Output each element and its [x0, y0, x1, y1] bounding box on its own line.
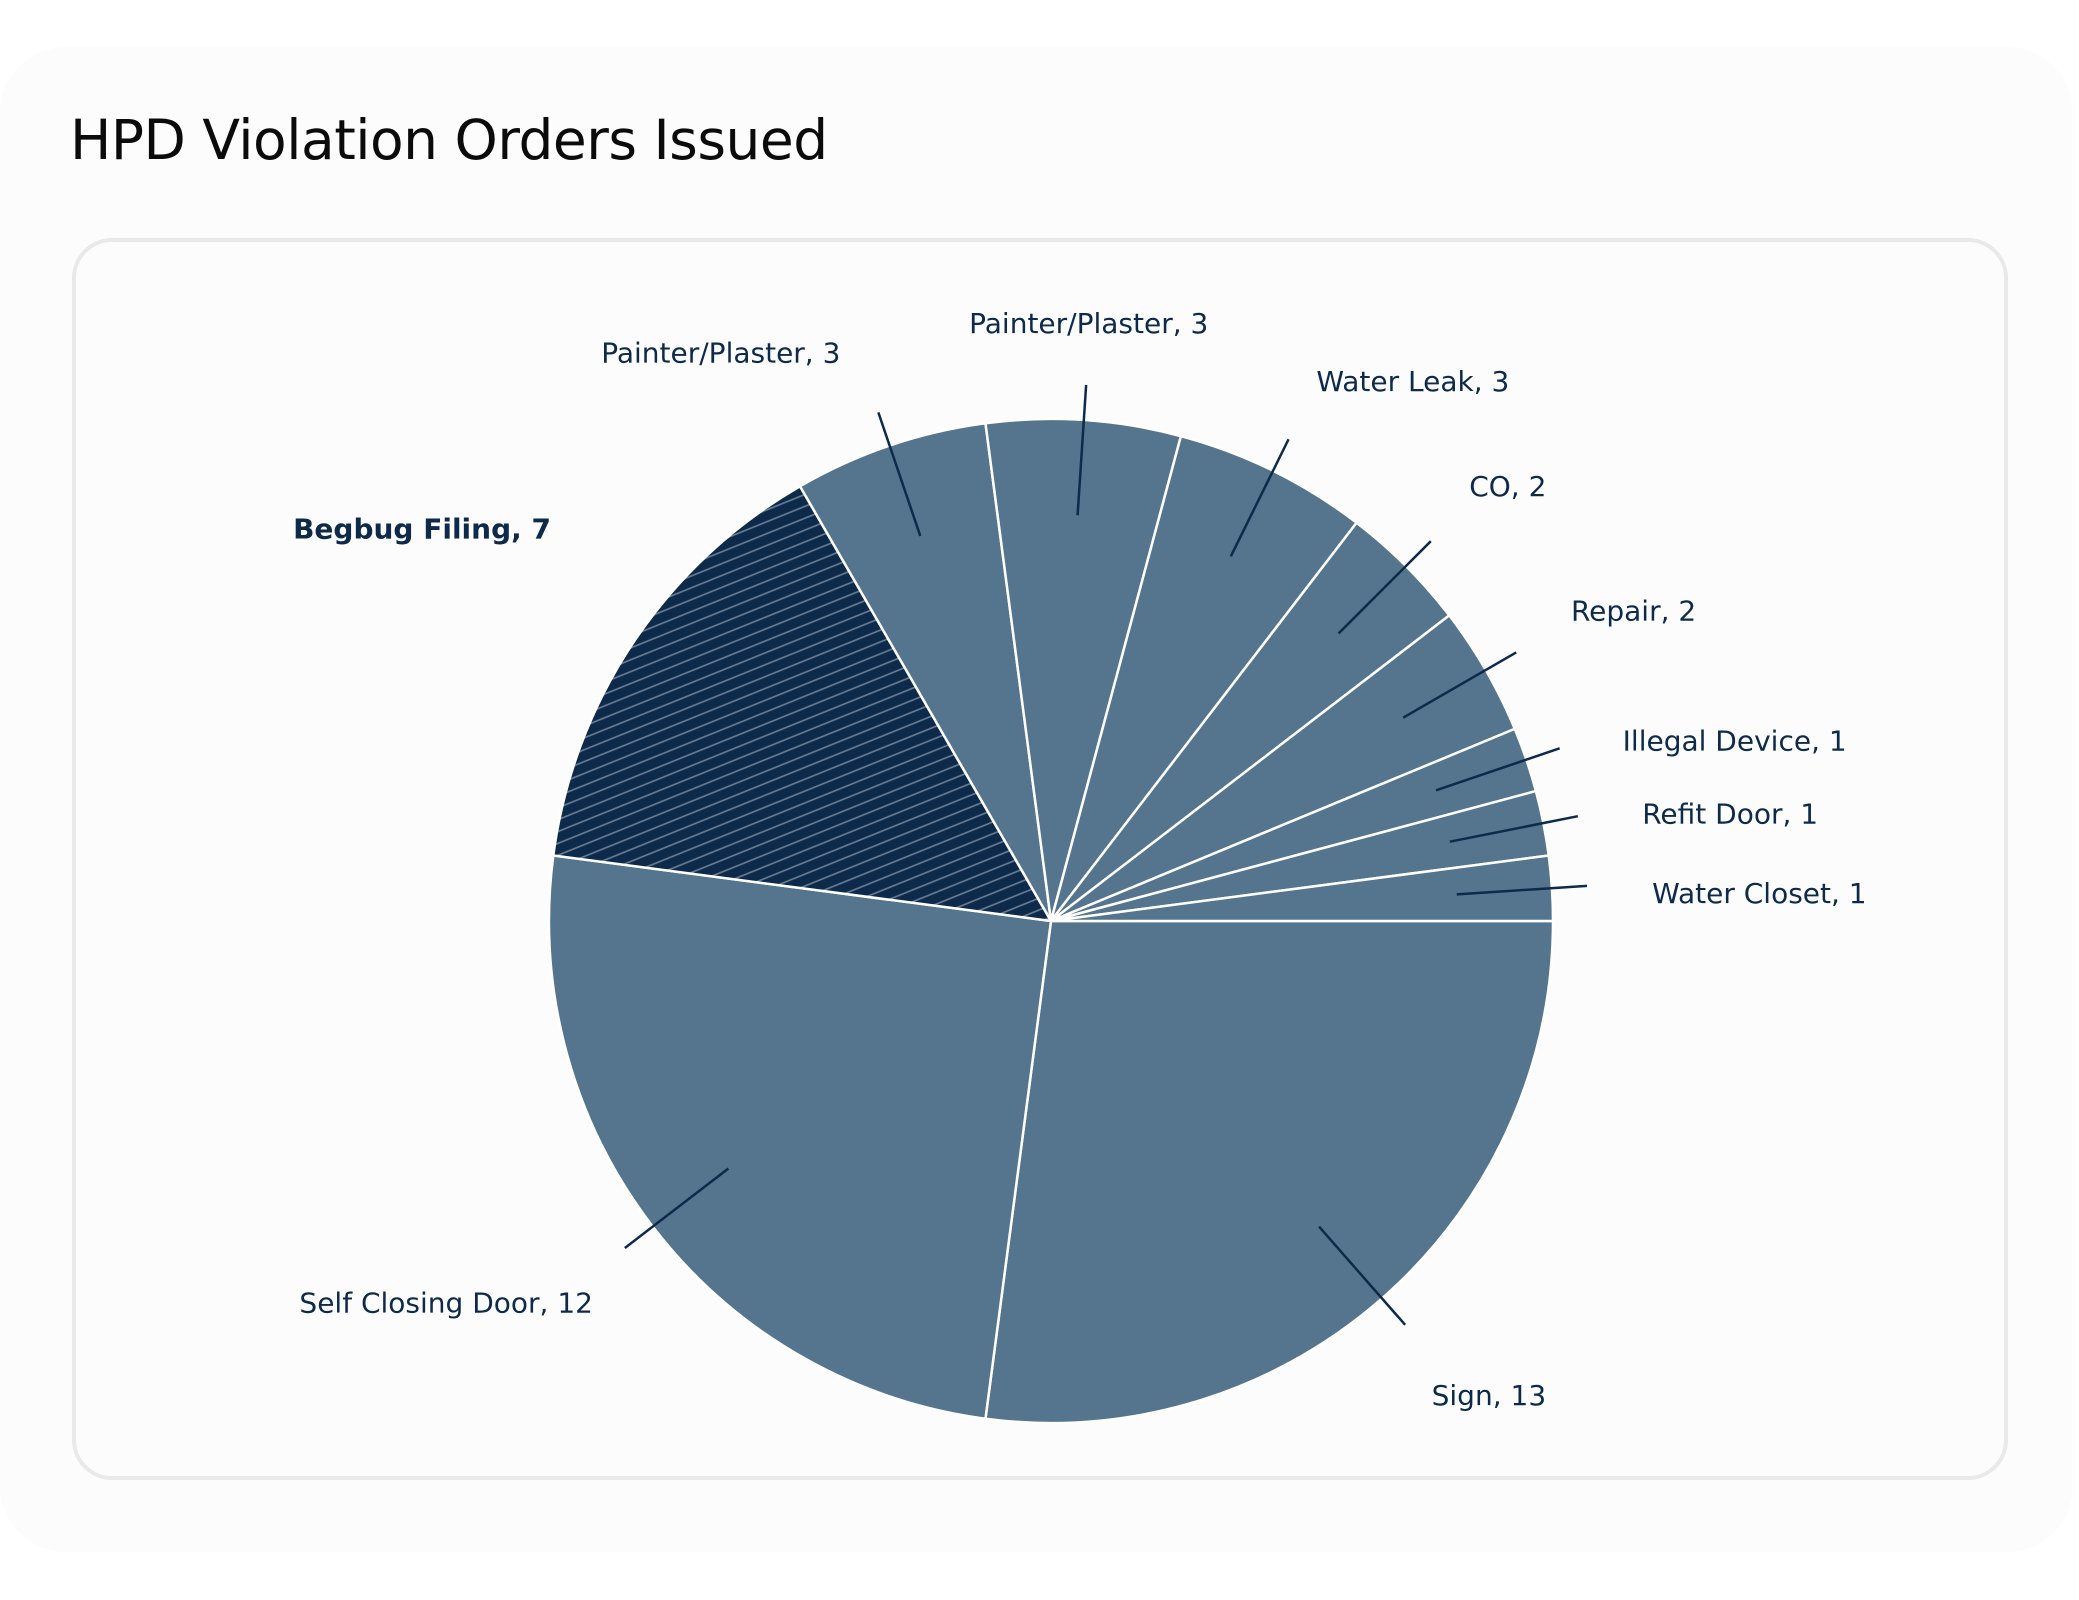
- slice-label-8: Repair, 2: [1571, 594, 1696, 627]
- slice-label-7: CO, 2: [1469, 470, 1546, 503]
- slice-label-5: Painter/Plaster, 3: [969, 307, 1208, 340]
- pie-slice-1: [984, 919, 1555, 1425]
- slice-label-6: Water Leak, 3: [1316, 365, 1509, 398]
- leader-line-1: [1318, 1225, 1407, 1326]
- pie-slice-2: [547, 854, 1053, 1421]
- leader-line-5: [1076, 384, 1088, 516]
- pie-slice-3: [551, 484, 1054, 923]
- leader-line-4: [877, 411, 922, 537]
- slice-label-3: Begbug Filing, 7: [293, 512, 551, 545]
- slice-label-11: Water Closet, 1: [1652, 877, 1867, 910]
- slice-label-1: Sign, 13: [1432, 1379, 1547, 1412]
- leader-line-6: [1229, 438, 1290, 557]
- slice-label-10: Refit Door, 1: [1642, 797, 1818, 830]
- slice-label-4: Painter/Plaster, 3: [601, 336, 840, 369]
- leader-line-2: [624, 1167, 730, 1249]
- leader-lines: [624, 384, 1588, 1326]
- leader-line-10: [1449, 814, 1579, 843]
- slice-label-2: Self Closing Door, 12: [299, 1286, 593, 1319]
- pie-slices: [547, 417, 1555, 1425]
- leader-line-11: [1456, 884, 1588, 896]
- chart-title: HPD Violation Orders Issued: [70, 108, 828, 172]
- slice-label-9: Illegal Device, 1: [1623, 724, 1847, 757]
- leader-line-9: [1435, 747, 1561, 792]
- slice-labels: Sign, 13 Self Closing Door, 12 Begbug Fili…: [293, 307, 1867, 1412]
- leader-line-8: [1402, 651, 1517, 719]
- leader-line-7: [1337, 540, 1432, 635]
